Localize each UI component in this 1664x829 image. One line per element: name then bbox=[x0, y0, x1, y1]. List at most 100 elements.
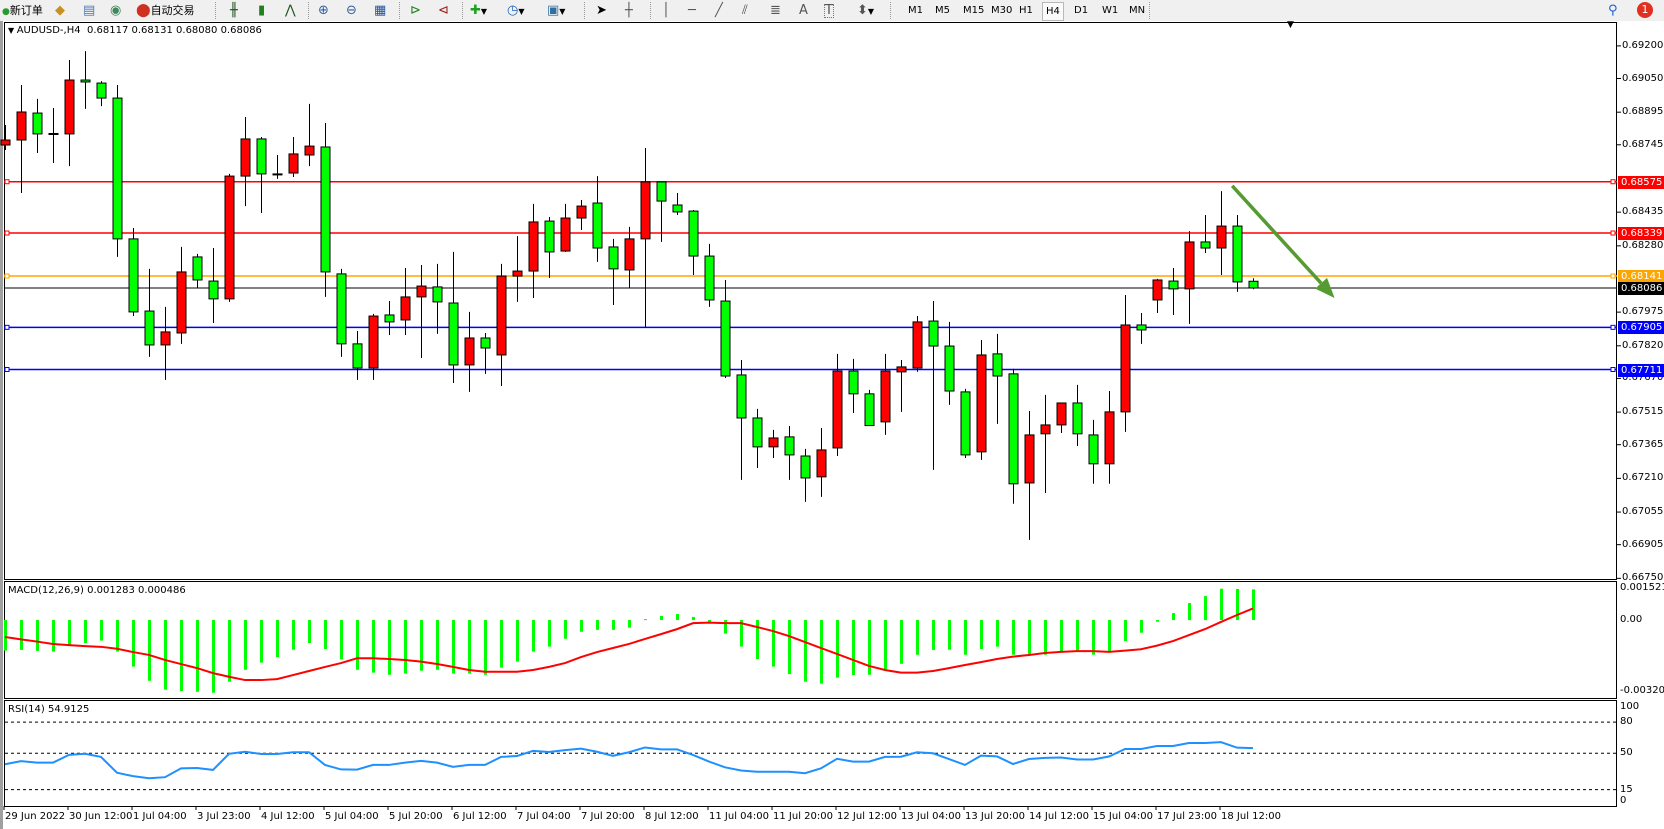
time-tick-label: 18 Jul 12:00 bbox=[1221, 811, 1281, 822]
macd-histogram-bar bbox=[596, 620, 599, 630]
arrows-button[interactable]: ⬍▼ bbox=[857, 2, 874, 19]
templates-button[interactable]: ▣▼ bbox=[547, 2, 565, 19]
history-button[interactable]: ▤ bbox=[83, 2, 95, 19]
fibonacci-button[interactable]: ≣ bbox=[770, 2, 781, 19]
bar-chart-button[interactable]: ╫ bbox=[230, 2, 238, 19]
rsi-label: RSI(14) 54.9125 bbox=[8, 704, 90, 715]
level-handle-right bbox=[1610, 230, 1616, 236]
search-button[interactable]: ⚲ bbox=[1608, 2, 1618, 19]
candle-bearish bbox=[928, 320, 939, 347]
toolbar-separator bbox=[399, 2, 400, 19]
macd-histogram-bar bbox=[916, 620, 919, 655]
macd-histogram-bar bbox=[260, 620, 263, 663]
time-tick-label: 14 Jul 12:00 bbox=[1029, 811, 1089, 822]
time-tick-label: 5 Jul 20:00 bbox=[389, 811, 443, 822]
indicators-button[interactable]: ✚▼ bbox=[470, 2, 487, 19]
autotrading-button[interactable]: ⬤自动交易 bbox=[136, 2, 195, 19]
macd-signal-line bbox=[4, 607, 1254, 682]
candlestick-button[interactable]: ▮ bbox=[258, 2, 265, 19]
macd-histogram-bar bbox=[84, 620, 87, 643]
cursor-button[interactable]: ➤ bbox=[596, 2, 607, 19]
vertical-line-button[interactable]: │ bbox=[662, 2, 670, 19]
time-tick-label: 6 Jul 12:00 bbox=[453, 811, 507, 822]
candle-bearish bbox=[720, 300, 731, 377]
time-tick-label: 11 Jul 20:00 bbox=[773, 811, 833, 822]
timeframe-d1[interactable]: D1 bbox=[1074, 5, 1089, 16]
auto-scroll-button[interactable]: ⊳ bbox=[410, 2, 421, 19]
macd-histogram-bar bbox=[68, 620, 71, 646]
macd-histogram-bar bbox=[804, 620, 807, 682]
time-tick-label: 7 Jul 04:00 bbox=[517, 811, 571, 822]
candle-bearish bbox=[1200, 241, 1211, 249]
periods-button[interactable]: ◷▼ bbox=[507, 2, 525, 19]
candle-bullish bbox=[160, 331, 171, 346]
macd-histogram-bar bbox=[308, 620, 311, 643]
notification-icon[interactable]: 1 bbox=[1637, 2, 1653, 18]
trendline-button[interactable]: ╱ bbox=[715, 2, 723, 19]
candle-bullish bbox=[1024, 434, 1035, 484]
timeframe-m1[interactable]: M1 bbox=[908, 5, 923, 16]
timeframe-w1[interactable]: W1 bbox=[1102, 5, 1119, 16]
line-chart-button[interactable]: ⋀ bbox=[285, 2, 296, 19]
collapse-triangle-icon[interactable]: ▼ bbox=[8, 26, 17, 35]
macd-histogram-bar bbox=[484, 620, 487, 675]
timeframe-h1[interactable]: H1 bbox=[1019, 5, 1033, 16]
zoom-in-button[interactable]: ⊕ bbox=[318, 2, 329, 19]
chart-shift-marker-icon[interactable]: ▼ bbox=[1287, 20, 1294, 30]
macd-histogram-bar bbox=[196, 620, 199, 692]
horizontal-line-button[interactable]: ─ bbox=[688, 2, 696, 19]
arrows-icon: ⬍ bbox=[857, 3, 868, 18]
timeframe-h4[interactable]: H4 bbox=[1042, 2, 1064, 21]
price-tick-label: 0.66905 bbox=[1622, 538, 1664, 550]
candle-bearish bbox=[944, 345, 955, 392]
candle-bearish bbox=[688, 210, 699, 257]
macd-histogram-bar bbox=[52, 620, 55, 652]
chart-shift-button[interactable]: ⊲ bbox=[438, 2, 449, 19]
candle-bullish bbox=[640, 181, 651, 240]
candle-bullish bbox=[496, 275, 507, 356]
dropdown-arrow-icon: ▼ bbox=[480, 7, 488, 16]
candle-bearish bbox=[192, 256, 203, 281]
time-tick-label: 11 Jul 04:00 bbox=[709, 811, 769, 822]
crosshair-icon: ┼ bbox=[625, 3, 633, 18]
toolbar-separator bbox=[1149, 2, 1150, 19]
crosshair-button[interactable]: ┼ bbox=[625, 2, 633, 19]
macd-histogram-bar bbox=[900, 620, 903, 664]
tile-windows-button[interactable]: ▦ bbox=[374, 2, 386, 19]
new-order-button[interactable]: ●新订单 bbox=[2, 2, 43, 19]
trend-arrow-line bbox=[1230, 184, 1323, 285]
window-edge bbox=[0, 21, 3, 829]
chart-title: ▼ AUDUSD-,H4 0.68117 0.68131 0.68080 0.6… bbox=[8, 25, 262, 36]
macd-histogram-bar bbox=[932, 620, 935, 650]
channel-button[interactable]: ⫽ bbox=[742, 2, 748, 19]
timeframe-m15[interactable]: M15 bbox=[963, 5, 985, 16]
main-chart-panel[interactable] bbox=[4, 22, 1617, 580]
candle-bullish bbox=[16, 111, 27, 141]
candle-bearish bbox=[336, 273, 347, 345]
candle-bearish bbox=[848, 370, 859, 395]
macd-histogram-bar bbox=[228, 620, 231, 682]
timeframe-m5[interactable]: M5 bbox=[935, 5, 950, 16]
market-watch-button[interactable]: ◆ bbox=[55, 2, 65, 19]
horizontal-line-icon: ─ bbox=[688, 3, 696, 18]
time-tick-label: 30 Jun 12:00 bbox=[69, 811, 133, 822]
line-chart-icon: ⋀ bbox=[285, 3, 296, 18]
candle-bearish bbox=[1072, 402, 1083, 435]
signals-button[interactable]: ◉ bbox=[110, 2, 121, 19]
timeframe-m30[interactable]: M30 bbox=[991, 5, 1013, 16]
macd-tick-label: 0.001521 bbox=[1620, 582, 1664, 593]
rsi-tick-label: 80 bbox=[1620, 716, 1633, 728]
macd-histogram-bar bbox=[292, 620, 295, 650]
macd-histogram-bar bbox=[708, 620, 711, 622]
symbol-label: AUDUSD-,H4 bbox=[16, 25, 81, 36]
zoom-out-button[interactable]: ⊖ bbox=[346, 2, 357, 19]
candle-bearish bbox=[656, 181, 667, 202]
macd-histogram-bar bbox=[180, 620, 183, 692]
candle-bearish bbox=[432, 286, 443, 303]
timeframe-mn[interactable]: MN bbox=[1129, 5, 1146, 16]
macd-histogram-bar bbox=[4, 620, 7, 651]
macd-histogram-bar bbox=[388, 620, 391, 675]
text-button[interactable]: A bbox=[799, 2, 808, 19]
text-label-button[interactable]: T bbox=[824, 2, 834, 19]
